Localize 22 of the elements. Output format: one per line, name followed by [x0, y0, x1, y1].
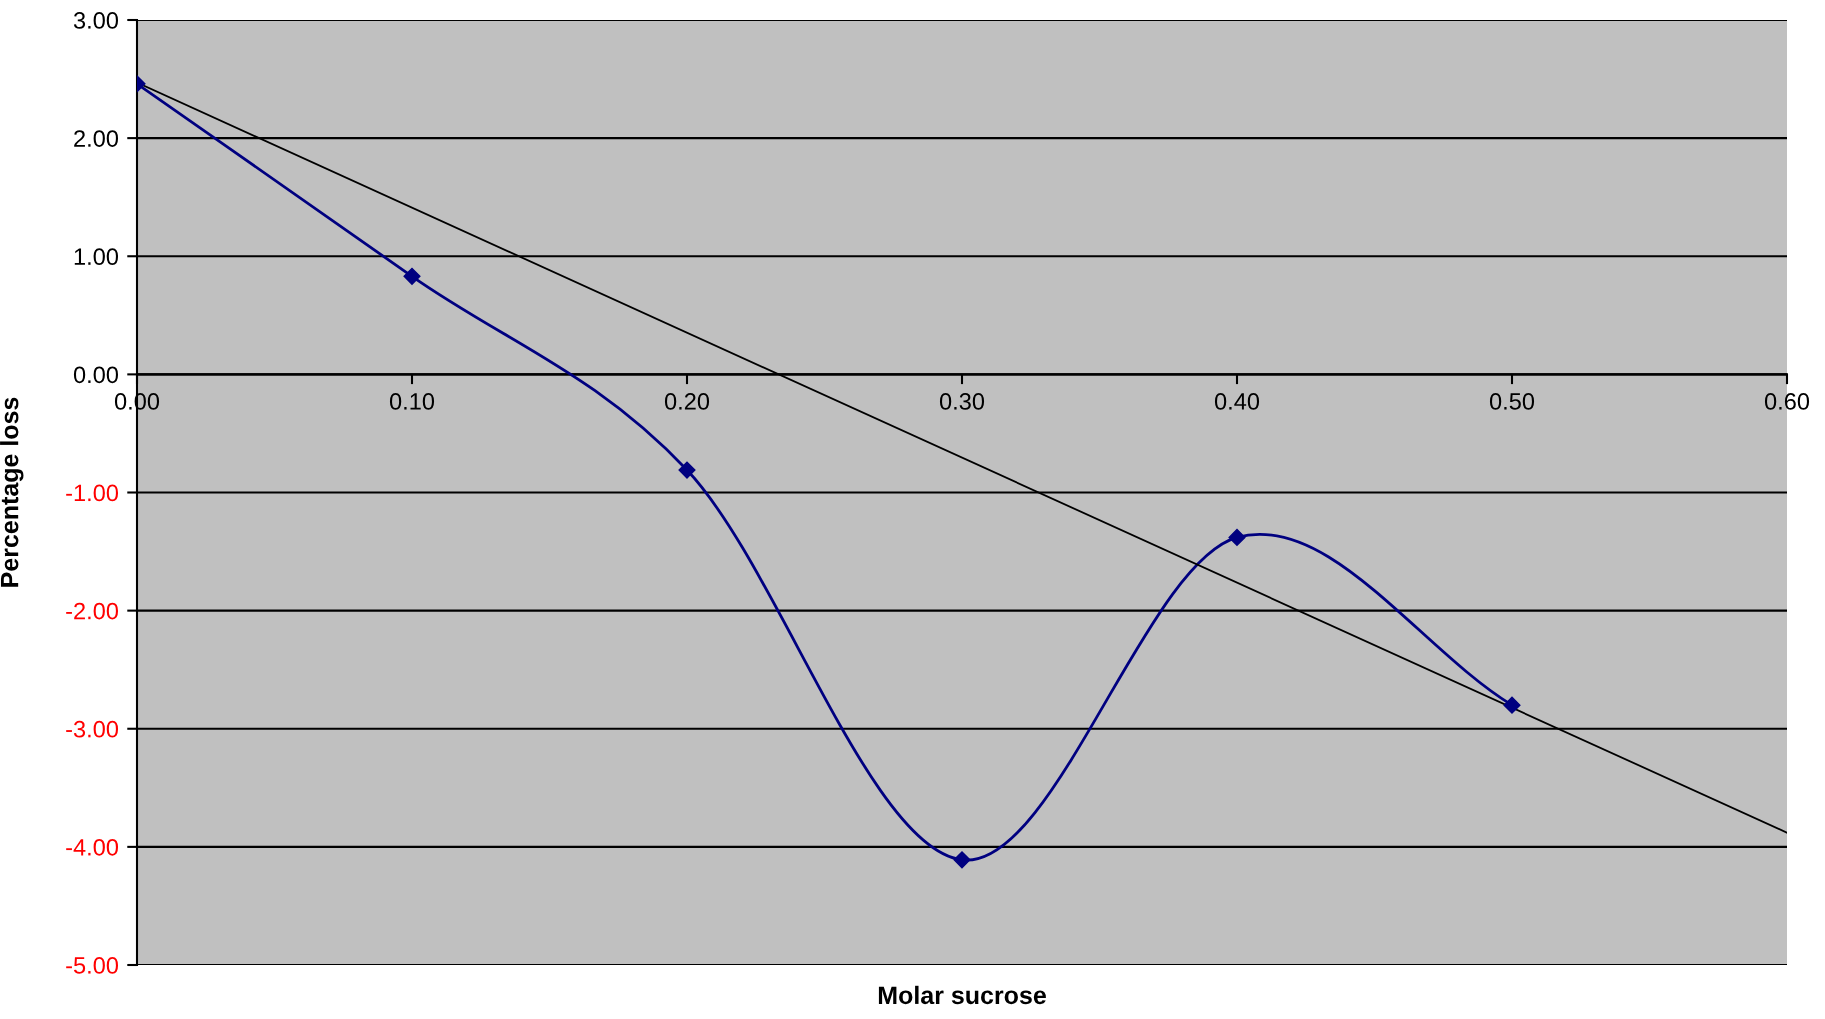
point	[1503, 696, 1521, 714]
x-tick-label: 0.10	[389, 393, 435, 410]
y-tick-label: -3.00	[66, 720, 119, 738]
y-tick-label: 2.00	[74, 130, 119, 147]
point	[678, 461, 696, 479]
x-axis-title: Molar sucrose	[878, 985, 1046, 1005]
x-tick-label: 0.30	[939, 393, 985, 410]
x-tick-label: 0.20	[664, 393, 710, 410]
y-tick-label: -4.00	[66, 838, 119, 856]
point	[403, 267, 421, 285]
y-tick-label: 3.00	[73, 12, 119, 29]
x-tick-label: 0.40	[1214, 393, 1260, 410]
y-tick-label: 0.00	[73, 366, 119, 384]
point	[953, 851, 971, 869]
point	[1228, 528, 1246, 546]
y-tick-label: -2.00	[66, 602, 119, 620]
y-tick-label: -5.00	[66, 957, 119, 974]
x-tick-label: 0.50	[1489, 393, 1535, 410]
y-tick-label: -1.00	[66, 484, 119, 502]
x-tick-label: 0.60	[1764, 393, 1810, 410]
y-tick-label: 1.00	[74, 248, 119, 266]
y-axis-title: Percentage loss	[0, 397, 24, 587]
